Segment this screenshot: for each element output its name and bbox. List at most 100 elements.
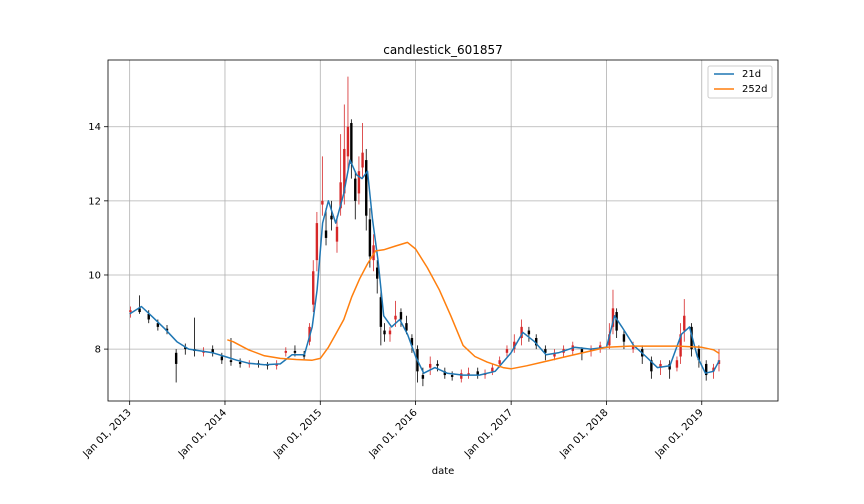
candle xyxy=(368,208,372,268)
candle-body xyxy=(293,350,297,353)
candle xyxy=(184,343,187,355)
candle xyxy=(443,367,447,379)
candle-body xyxy=(535,337,538,346)
chart-title: candlestick_601857 xyxy=(383,43,503,57)
candle-body xyxy=(368,219,372,257)
series-line-252d xyxy=(227,241,720,370)
candle xyxy=(165,325,169,335)
candle-body xyxy=(421,375,425,379)
candle-body xyxy=(659,363,662,368)
candle-body xyxy=(611,308,615,327)
candle xyxy=(220,352,224,364)
candle-body xyxy=(312,271,315,305)
x-axis-label: date xyxy=(432,466,455,477)
candle-body xyxy=(460,373,463,379)
candle xyxy=(476,367,479,379)
candle xyxy=(410,334,414,353)
candle-body xyxy=(372,245,375,261)
candle-body xyxy=(156,323,160,327)
candle-body xyxy=(513,341,516,350)
candle-body xyxy=(184,347,187,350)
candle-body xyxy=(383,330,386,335)
candle-body xyxy=(679,334,682,357)
candle xyxy=(330,200,333,231)
candle-body xyxy=(690,326,693,350)
candle-body xyxy=(436,363,439,366)
candle xyxy=(535,334,538,350)
candle xyxy=(147,310,150,324)
candle-body xyxy=(615,312,618,331)
legend-label-252d: 252d xyxy=(742,84,767,95)
candle-body xyxy=(165,328,169,331)
candle-body xyxy=(315,223,319,261)
candle-body xyxy=(410,337,414,346)
candle-body xyxy=(350,123,353,164)
candle-body xyxy=(598,345,602,350)
candle xyxy=(357,156,361,205)
candle xyxy=(275,360,278,370)
candle xyxy=(683,299,686,342)
candle-body xyxy=(527,330,531,335)
candle xyxy=(615,308,618,338)
candle xyxy=(580,347,584,361)
candle xyxy=(513,334,516,353)
candle xyxy=(238,358,242,368)
candle-body xyxy=(580,349,584,353)
series-line-21d xyxy=(129,159,721,376)
candle-body xyxy=(357,171,361,194)
candle-body xyxy=(608,334,611,346)
y-tick-label: 8 xyxy=(95,345,101,356)
candle xyxy=(704,360,708,381)
candle xyxy=(354,171,357,220)
candle xyxy=(388,326,392,342)
candle xyxy=(350,119,353,179)
candle-body xyxy=(376,267,379,279)
candle xyxy=(321,156,324,216)
y-axis: 8 10 12 14 xyxy=(88,122,108,356)
candle-body xyxy=(365,160,368,216)
candle-body xyxy=(361,152,364,168)
candle xyxy=(450,371,454,381)
candle xyxy=(697,345,701,368)
candle-body xyxy=(129,310,132,313)
candle xyxy=(460,369,463,383)
candle xyxy=(467,367,470,379)
candle-body xyxy=(553,352,556,357)
candle xyxy=(527,326,531,342)
candle xyxy=(675,356,679,372)
candle xyxy=(650,356,653,379)
y-tick-label: 12 xyxy=(88,196,101,207)
y-tick-label: 14 xyxy=(88,122,101,133)
candle-body xyxy=(335,226,339,242)
candle xyxy=(383,323,386,342)
plot-frame xyxy=(107,59,779,402)
candle-body xyxy=(405,323,408,331)
candle-body xyxy=(650,360,653,372)
candle-body xyxy=(467,373,470,376)
candle-body xyxy=(379,297,383,327)
candle xyxy=(361,123,364,179)
candle xyxy=(174,349,178,383)
candle-body xyxy=(491,367,494,372)
moving-average-lines xyxy=(129,159,721,376)
candlesticks xyxy=(129,76,721,387)
candle-body xyxy=(211,349,214,353)
candle-body xyxy=(450,375,454,377)
candle xyxy=(335,215,339,253)
candle-body xyxy=(138,308,141,313)
candle-body xyxy=(505,349,509,353)
candle xyxy=(365,148,368,231)
candle-body xyxy=(498,360,501,364)
plot-area xyxy=(108,60,778,401)
candle xyxy=(346,76,350,172)
candle xyxy=(399,308,403,327)
candle xyxy=(312,260,315,313)
candle xyxy=(372,234,375,272)
candle xyxy=(376,260,379,294)
candle xyxy=(211,345,214,357)
candle-body xyxy=(321,200,324,205)
candle-body xyxy=(712,367,715,372)
candle xyxy=(129,306,132,318)
candle-body xyxy=(388,330,392,335)
